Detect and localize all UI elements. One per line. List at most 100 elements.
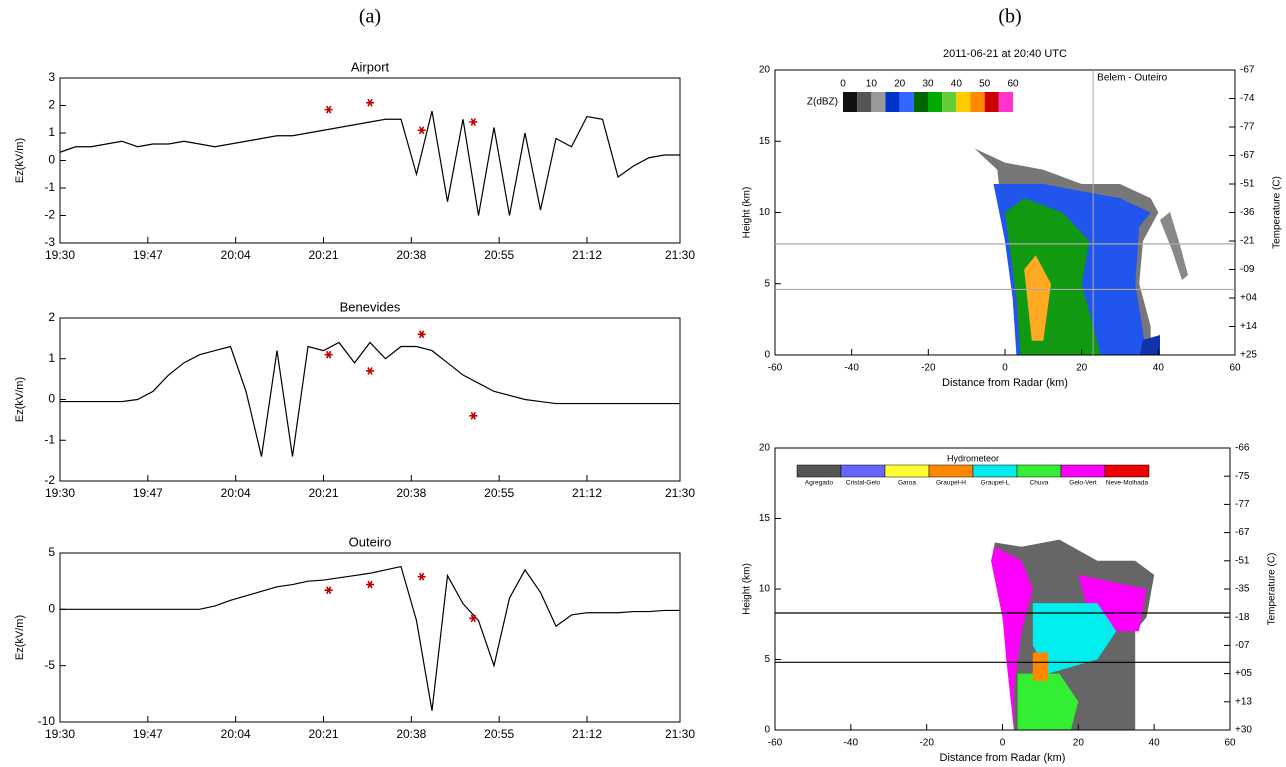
x-tick-label: 20:55 [484, 486, 514, 500]
colorbar-swatch [899, 92, 914, 112]
colorbar-swatch [984, 92, 999, 112]
plot-frame [59, 317, 681, 482]
y-tick-label: -1 [44, 180, 55, 194]
x-tick-label: 20:21 [308, 727, 338, 741]
x-tick-label: 0 [1002, 363, 1008, 374]
x-tick-label: 40 [1153, 363, 1165, 374]
series-line [60, 565, 680, 711]
y2-tick-label: -75 [1235, 471, 1250, 482]
legend-swatch [1104, 464, 1150, 478]
x-tick-label: -60 [768, 363, 783, 374]
y2-tick-label: -09 [1240, 264, 1255, 275]
x-axis-label: Distance from Radar (km) [940, 752, 1066, 764]
y2-tick-label: -77 [1240, 122, 1255, 133]
colorbar-tick-label: 30 [922, 79, 934, 90]
colorbar-swatch [970, 92, 985, 112]
x-tick-label: 21:30 [665, 486, 695, 500]
plot-frame [59, 552, 681, 723]
x-tick-label: 0 [1000, 738, 1006, 749]
y-tick-label: 5 [764, 278, 770, 289]
chart-title: Airport [351, 59, 390, 74]
x-tick-label: 20:38 [396, 486, 426, 500]
chart-title: 2011-06-21 at 20:40 UTC [943, 48, 1067, 60]
section-label: Belem - Outeiro [1097, 73, 1167, 84]
star-marker [366, 580, 374, 589]
legend-label: Graupel-L [981, 480, 1010, 487]
y-tick-label: 0 [48, 392, 55, 406]
x-tick-label: 20:38 [396, 727, 426, 741]
y-tick-label: -10 [38, 714, 56, 728]
star-marker [366, 367, 374, 375]
y-tick-label: -3 [44, 235, 55, 249]
y-tick-label: -1 [44, 432, 55, 446]
x-tick-label: 20 [1073, 738, 1085, 749]
x-axis-label: Distance from Radar (km) [942, 377, 1068, 389]
y-tick-label: 15 [759, 136, 771, 147]
legend-swatch [884, 464, 930, 478]
x-tick-label: -20 [919, 738, 934, 749]
legend-label: Gelo-Vert [1069, 480, 1097, 487]
colorbar-swatch [857, 92, 872, 112]
y-axis-label: Ez(kV/m) [14, 377, 26, 422]
x-tick-label: 21:30 [665, 727, 695, 741]
star-marker [469, 614, 478, 623]
legend-label: Agregado [805, 480, 834, 487]
y2-axis-label: Temperature (C) [1267, 553, 1278, 626]
y2-tick-label: +04 [1240, 293, 1257, 304]
colorbar-tick-label: 50 [979, 79, 991, 90]
star-marker [324, 105, 333, 114]
star-marker [324, 350, 333, 359]
x-tick-label: 19:30 [45, 486, 75, 500]
y-axis-label: Ez(kV/m) [14, 615, 26, 660]
y-axis-label: Height (km) [742, 187, 753, 239]
x-tick-label: 20:04 [221, 486, 251, 500]
y-tick-label: 0 [48, 602, 55, 616]
legend-swatch [840, 464, 886, 478]
y-tick-label: 1 [48, 351, 55, 365]
x-tick-label: 21:30 [665, 248, 695, 262]
colorbar-swatch [956, 92, 971, 112]
y2-axis-label: Temperature (C) [1272, 176, 1283, 249]
y-tick-label: 3 [48, 70, 55, 84]
star-marker [324, 586, 333, 595]
y-tick-label: 5 [48, 545, 55, 559]
y2-tick-label: +14 [1240, 321, 1257, 332]
y-tick-label: 1 [48, 125, 55, 139]
y2-tick-label: -07 [1235, 640, 1250, 651]
series-line [60, 341, 680, 457]
y2-tick-label: +13 [1235, 696, 1252, 707]
y-tick-label: 0 [764, 350, 770, 361]
x-tick-label: -40 [844, 363, 859, 374]
y2-tick-label: -35 [1235, 584, 1250, 595]
colorbar-tick-label: 60 [1007, 79, 1019, 90]
legend-label: Chuva [1030, 480, 1049, 487]
star-marker [417, 330, 426, 339]
legend-swatch [1016, 464, 1062, 478]
y2-tick-label: -67 [1240, 150, 1255, 161]
y-tick-label: 10 [759, 584, 771, 595]
y2-tick-label: -21 [1240, 236, 1255, 247]
legend-swatch [1060, 464, 1106, 478]
plot-frame [774, 69, 1236, 356]
panel-label: (b) [998, 6, 1021, 28]
x-tick-label: 60 [1224, 738, 1236, 749]
y-tick-label: 10 [759, 207, 771, 218]
x-tick-label: 21:12 [572, 486, 602, 500]
colorbar-tick-label: 10 [866, 79, 878, 90]
y2-tick-label: -36 [1240, 207, 1255, 218]
colorbar-tick-label: 20 [894, 79, 906, 90]
y-tick-label: 0 [48, 153, 55, 167]
colorbar-swatch [843, 92, 858, 112]
y2-tick-label: -67 [1240, 65, 1255, 76]
star-marker [366, 98, 374, 107]
y-tick-label: -5 [44, 658, 55, 672]
colorbar-label: Z(dBZ) [807, 97, 838, 108]
y-tick-label: 15 [759, 513, 771, 524]
series-line [59, 110, 680, 216]
y2-tick-label: +30 [1235, 725, 1252, 736]
colorbar-swatch [928, 92, 943, 112]
y2-tick-label: -74 [1240, 93, 1255, 104]
y-tick-label: 20 [759, 443, 771, 454]
y2-tick-label: +25 [1240, 350, 1257, 361]
